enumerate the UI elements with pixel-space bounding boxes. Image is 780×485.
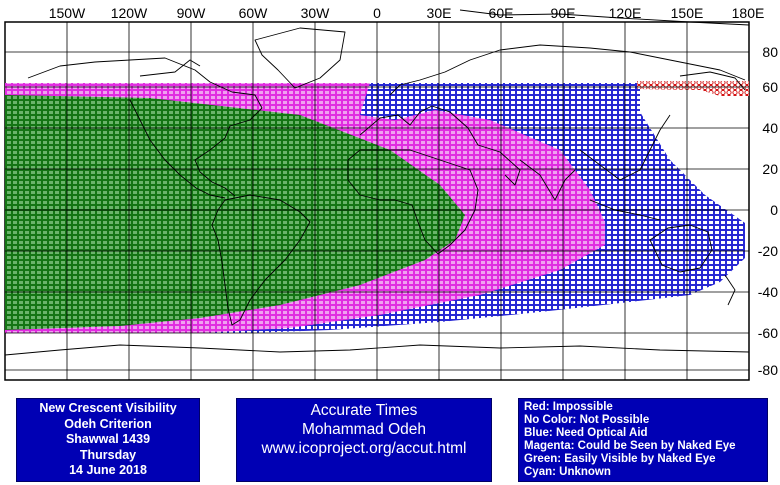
lon-label: 150E xyxy=(671,5,704,21)
lat-label: -80 xyxy=(758,362,778,378)
lon-label: 90W xyxy=(177,5,207,21)
info-month: Shawwal 1439 xyxy=(65,432,151,446)
legend-item-cyan: Cyan: Unknown xyxy=(524,466,611,478)
credits-author: Mohammad Odeh xyxy=(301,421,427,438)
info-weekday: Thursday xyxy=(79,447,137,462)
lon-label: 60E xyxy=(489,5,514,21)
lon-label: 30W xyxy=(301,5,331,21)
lon-label: 90E xyxy=(551,5,576,21)
info-panel: New Crescent Visibility Odeh Criterion S… xyxy=(16,398,200,482)
legend-item-blue: Blue: Need Optical Aid xyxy=(524,427,648,439)
visibility-map: 150W 120W 90W 60W 30W 0 30E 60E 90E 120E… xyxy=(4,5,778,381)
lat-label: 20 xyxy=(762,161,778,177)
credits-panel: Accurate Times Mohammad Odeh www.icoproj… xyxy=(236,398,492,482)
legend-panel: Red: Impossible No Color: Not Possible B… xyxy=(518,398,768,482)
credits-link[interactable]: www.icoproject.org/accut.html xyxy=(261,440,467,457)
legend-item-magenta: Magenta: Could be Seen by Naked Eye xyxy=(524,440,736,452)
info-date: 14 June 2018 xyxy=(69,463,147,477)
legend-item-green: Green: Easily Visible by Naked Eye xyxy=(524,453,716,465)
longitude-labels: 150W 120W 90W 60W 30W 0 30E 60E 90E 120E… xyxy=(49,5,765,21)
lat-label: -20 xyxy=(758,243,778,259)
latitude-labels: 80 60 40 20 0 -20 -40 -60 -80 xyxy=(758,44,778,378)
credits-title: Accurate Times xyxy=(310,402,418,419)
legend-item-red: Red: Impossible xyxy=(524,401,613,413)
info-criterion: Odeh Criterion xyxy=(64,416,152,431)
graticule xyxy=(5,22,749,380)
lat-label: -60 xyxy=(758,325,778,341)
zone-green xyxy=(5,95,465,330)
lat-label: -40 xyxy=(758,284,778,300)
lat-label: 0 xyxy=(770,202,778,218)
info-title: New Crescent Visibility xyxy=(39,401,177,415)
lat-label: 80 xyxy=(762,44,778,60)
lon-label: 150W xyxy=(49,5,86,21)
zone-red xyxy=(637,81,749,96)
lon-label: 60W xyxy=(239,5,269,21)
lon-label: 0 xyxy=(373,5,381,21)
lon-label: 180E xyxy=(732,5,765,21)
legend-item-none: No Color: Not Possible xyxy=(524,414,650,426)
lat-label: 40 xyxy=(762,120,778,136)
lon-label: 120W xyxy=(111,5,148,21)
lon-label: 120E xyxy=(609,5,642,21)
lon-label: 30E xyxy=(427,5,452,21)
lat-label: 60 xyxy=(762,79,778,95)
